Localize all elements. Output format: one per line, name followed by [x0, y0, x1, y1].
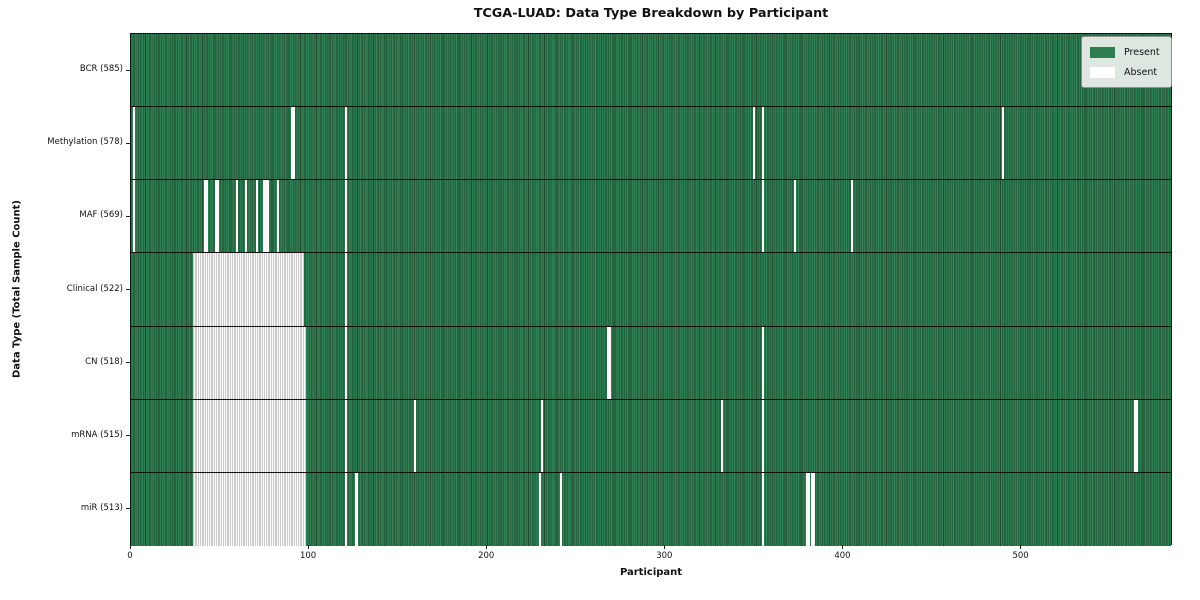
absent-stripe: [264, 180, 267, 253]
absent-stripe: [291, 107, 294, 180]
absent-stripe: [811, 472, 814, 546]
x-tick-label: 500: [1012, 551, 1029, 561]
absent-stripe: [1002, 107, 1005, 180]
absent-stripe: [204, 180, 207, 253]
absent-stripe: [193, 253, 304, 326]
heatmap-row-CN: [131, 326, 1171, 400]
heatmap-row-BCR: [131, 34, 1171, 108]
absent-stripe: [236, 180, 239, 253]
absent-stripe: [355, 472, 358, 546]
absent-stripe: [560, 472, 563, 546]
absent-stripe: [344, 253, 347, 326]
absent-stripe: [344, 399, 347, 472]
absent-stripe: [344, 107, 347, 180]
heatmap-row-Methylation: [131, 107, 1171, 181]
absent-stripe: [344, 326, 347, 399]
absent-stripe: [193, 399, 306, 472]
heatmap-row-mRNA: [131, 399, 1171, 473]
legend-swatch-icon: [1090, 66, 1115, 78]
x-tick-mark: [1020, 545, 1022, 549]
absent-stripe: [752, 107, 755, 180]
absent-stripe: [813, 472, 816, 546]
absent-stripe: [344, 180, 347, 253]
y-tick-label-CN: CN (518): [85, 356, 123, 367]
chart-title: TCGA-LUAD: Data Type Breakdown by Partic…: [473, 6, 829, 21]
absent-stripe: [193, 326, 306, 399]
heatmap-row-Clinical: [131, 253, 1171, 327]
y-tick-mark: [126, 215, 130, 217]
legend-label: Present: [1124, 46, 1160, 58]
absent-stripe: [255, 180, 258, 253]
absent-stripe: [262, 180, 265, 253]
plot-area: [130, 33, 1172, 546]
legend-label: Absent: [1124, 66, 1158, 78]
legend-entry-absent: Absent: [1082, 62, 1171, 82]
y-tick-mark: [126, 362, 130, 364]
legend-entry-present: Present: [1082, 42, 1171, 62]
y-tick-mark: [126, 69, 130, 71]
x-tick-label: 200: [478, 551, 495, 561]
absent-stripe: [293, 107, 296, 180]
absent-stripe: [132, 180, 135, 253]
legend: Present Absent: [1081, 36, 1172, 88]
absent-stripe: [806, 472, 809, 546]
x-axis-label: Participant: [619, 567, 683, 578]
absent-stripe: [266, 180, 269, 253]
absent-stripe: [807, 472, 811, 546]
absent-stripe: [414, 399, 417, 472]
absent-stripe: [344, 472, 347, 546]
y-tick-mark: [126, 435, 130, 437]
absent-stripe: [761, 326, 764, 399]
absent-stripe: [720, 399, 723, 472]
x-tick-label: 300: [656, 551, 673, 561]
absent-stripe: [761, 180, 764, 253]
heatmap-row-MAF: [131, 180, 1171, 254]
absent-stripe: [214, 180, 217, 253]
absent-stripe: [793, 180, 796, 253]
x-tick-mark: [663, 545, 665, 549]
y-tick-label-Methylation: Methylation (578): [47, 137, 123, 148]
absent-stripe: [1133, 399, 1136, 472]
absent-stripe: [761, 399, 764, 472]
x-tick-label: 100: [299, 551, 317, 561]
absent-stripe: [761, 107, 764, 180]
legend-swatch-icon: [1090, 46, 1115, 58]
absent-stripe: [216, 180, 219, 253]
absent-stripe: [761, 472, 764, 546]
absent-stripe: [538, 472, 542, 546]
absent-stripe: [205, 180, 208, 253]
absent-stripe: [540, 399, 543, 472]
heatmap-row-miR: [131, 472, 1171, 546]
y-tick-label-MAF: MAF (569): [79, 210, 123, 221]
x-tick-label: 0: [127, 551, 133, 561]
x-tick-mark: [485, 545, 487, 549]
y-tick-label-Clinical: Clinical (522): [66, 283, 123, 294]
absent-stripe: [608, 326, 611, 399]
absent-stripe: [193, 472, 306, 546]
x-tick-label: 400: [834, 551, 851, 561]
y-tick-mark: [126, 289, 130, 290]
y-tick-label-mRNA: mRNA (515): [71, 429, 123, 440]
absent-stripe: [850, 180, 853, 253]
absent-stripe: [1135, 399, 1138, 472]
y-tick-label-BCR: BCR (585): [79, 64, 123, 75]
y-tick-mark: [126, 142, 130, 144]
absent-stripe: [277, 180, 280, 253]
x-tick-mark: [307, 545, 309, 549]
absent-stripe: [244, 180, 248, 253]
absent-stripe: [132, 107, 135, 180]
x-tick-mark: [841, 545, 843, 549]
x-tick-mark: [129, 545, 131, 549]
absent-stripe: [606, 326, 609, 399]
y-tick-mark: [126, 508, 130, 510]
y-tick-label-miR: miR (513): [80, 502, 123, 513]
